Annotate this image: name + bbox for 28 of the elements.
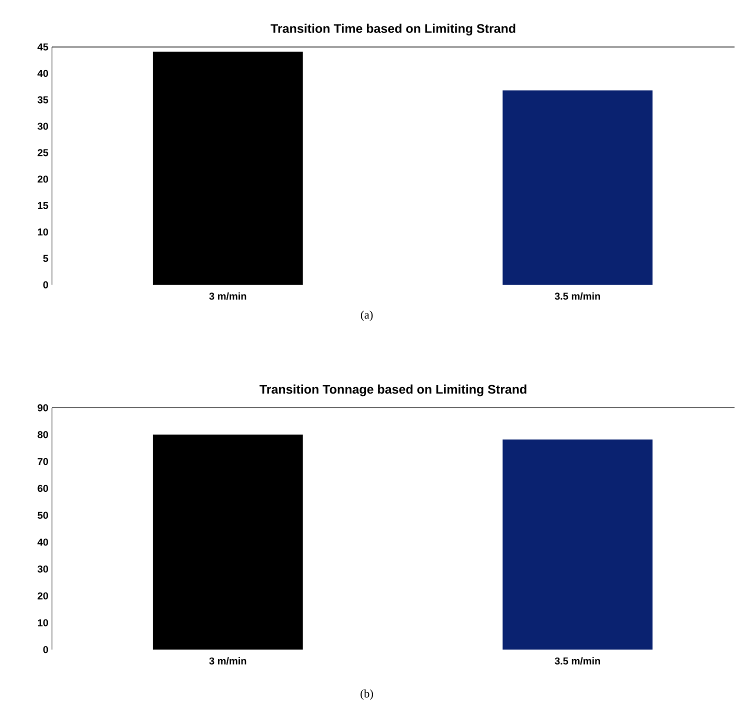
y-tick-label: 0 [43,646,48,654]
y-tick-label: 25 [38,149,48,156]
y-tick-label: 5 [43,255,48,262]
y-tick-label: 20 [38,176,48,183]
x-tick-label: 3 m/min [209,292,246,300]
x-tick-label: 3.5 m/min [554,657,600,665]
x-tick-label: 3 m/min [209,657,246,665]
x-tick-label: 3.5 m/min [554,292,600,300]
y-tick-label: 0 [43,281,48,289]
y-tick-label: 90 [38,404,48,412]
text: (a) [360,310,373,322]
y-tick-label: 45 [37,44,48,51]
y-tick-label: 50 [38,512,48,519]
y-tick-label: 70 [38,458,48,466]
y-tick-label: 40 [37,538,48,546]
y-tick-label: 20 [38,592,48,600]
y-tick-label: 40 [37,70,48,78]
y-tick-label: 15 [38,202,48,210]
y-tick-label: 30 [38,566,48,573]
y-tick-label: 80 [38,431,48,438]
y-tick-label: 30 [38,122,48,130]
chart-title: Transition Tonnage based on Limiting Strand [260,384,526,396]
y-tick-label: 35 [38,96,48,104]
chart-title: Transition Time based on Limiting Strand [270,24,516,36]
y-tick-label: 60 [38,485,48,492]
y-tick-label: 10 [38,228,48,236]
text: (b) [360,690,374,700]
y-tick-label: 10 [38,619,48,626]
